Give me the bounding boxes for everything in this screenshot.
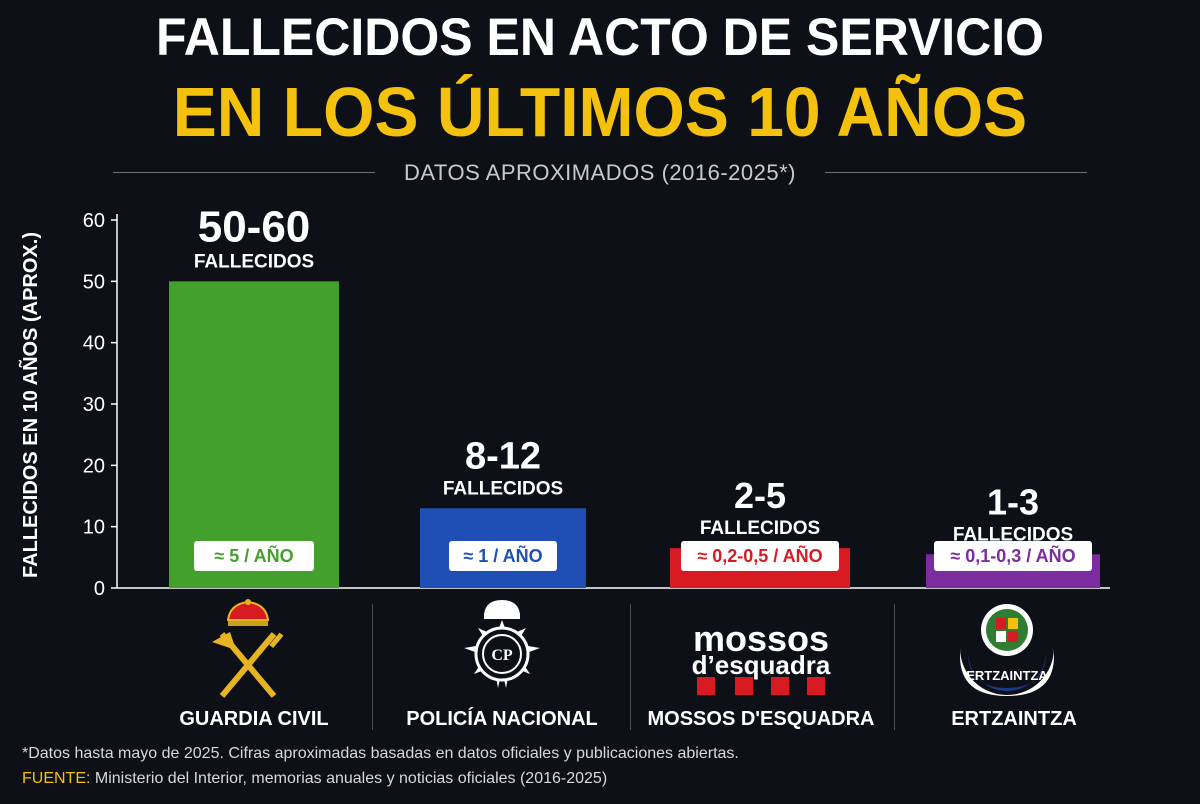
org-name-mossos: MOSSOS D'ESQUADRA [647,708,875,730]
y-tick-label: 20 [83,455,105,477]
separator-1 [372,604,373,730]
mossos-word-2: d’esquadra [691,650,831,680]
bar-unit-label: FALLECIDOS [194,251,314,272]
y-tick-label: 0 [94,578,105,600]
source-label: FUENTE: [22,770,91,787]
mossos-word-1: mossos [692,618,830,659]
footer-source: FUENTE: Ministerio del Interior, memoria… [22,770,607,788]
org-name-guardia-civil: GUARDIA CIVIL [179,708,329,730]
subtitle-rule-left [113,172,375,173]
source-text: Ministerio del Interior, memorias anuale… [90,770,608,787]
bar-unit-label: FALLECIDOS [700,518,820,539]
title-line-2: EN LOS ÚLTIMOS 10 AÑOS [172,73,1028,151]
y-tick-label: 40 [83,333,105,355]
y-tick-label: 60 [83,210,105,232]
per-year-badge: ≈ 5 / AÑO [194,541,314,571]
svg-text:CP: CP [491,647,513,664]
mossos-squares-icon [697,677,825,695]
org-name-ertzaintza: ERTZAINTZA [951,708,1077,730]
bar-range-label: 8-12 [465,435,541,477]
policia-nacional-badge-icon: CP [464,600,540,688]
separator-2 [630,604,631,730]
y-tick-label: 30 [83,394,105,416]
subtitle-rule-right [825,172,1087,173]
bar-unit-label: FALLECIDOS [443,478,563,499]
bar-range-label: 2-5 [734,475,786,516]
bar-unit-label: FALLECIDOS [953,524,1073,545]
per-year-badge: ≈ 0,1-0,3 / AÑO [934,541,1092,571]
y-tick-label: 50 [83,271,105,293]
ertzaintza-arc-text: ERTZAINTZA [966,668,1048,683]
per-year-badge: ≈ 1 / AÑO [449,541,557,571]
separator-3 [894,604,895,730]
title-line-1: FALLECIDOS EN ACTO DE SERVICIO [155,7,1045,67]
guardia-civil-emblem-icon [212,599,284,698]
y-tick-label: 10 [83,517,105,539]
footer-note: *Datos hasta mayo de 2025. Cifras aproxi… [22,745,739,762]
subtitle: DATOS APROXIMADOS (2016-2025*) [404,160,796,185]
bar [169,281,339,588]
per-year-badge: ≈ 0,2-0,5 / AÑO [681,541,839,571]
bar-range-label: 50-60 [198,202,311,251]
ertzaintza-emblem-icon: ERTZAINTZA [960,604,1054,696]
org-name-policia-nacional: POLICÍA NACIONAL [406,708,598,730]
bar-range-label: 1-3 [987,481,1039,522]
